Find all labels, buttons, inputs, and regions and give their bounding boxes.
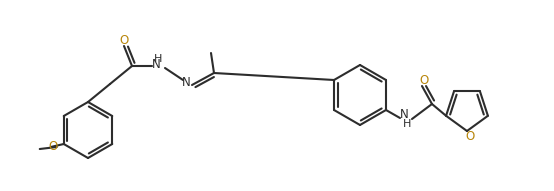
Text: N: N: [182, 77, 191, 90]
Text: N: N: [399, 108, 408, 121]
Text: H: H: [154, 54, 162, 64]
Text: H: H: [403, 119, 411, 129]
Text: O: O: [465, 130, 475, 143]
Text: O: O: [119, 35, 129, 48]
Text: O: O: [48, 141, 58, 154]
Text: N: N: [152, 58, 160, 71]
Text: O: O: [419, 74, 429, 87]
